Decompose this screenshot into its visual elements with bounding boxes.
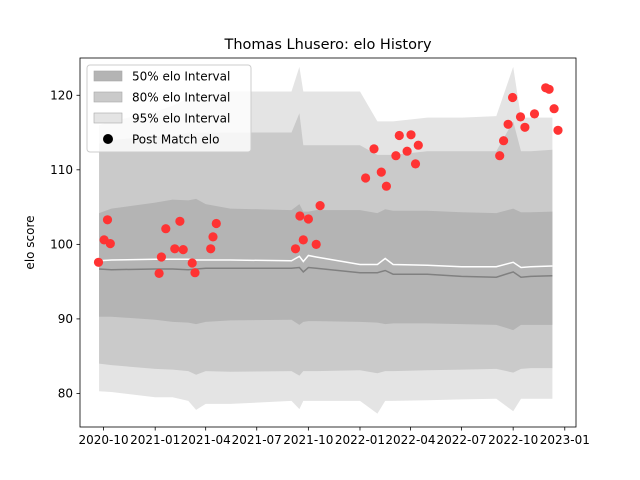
band-50-elo-interval <box>99 198 553 331</box>
post-match-point <box>376 167 386 177</box>
x-tick-label: 2021-01 <box>130 433 180 447</box>
legend: 50% elo Interval 80% elo Interval 95% elo … <box>86 64 252 153</box>
post-match-point <box>499 136 509 146</box>
axes-frame <box>79 57 577 428</box>
post-match-point <box>178 245 188 255</box>
post-match-point <box>208 232 218 242</box>
post-match-point <box>402 146 412 156</box>
x-tick-label: 2022-07 <box>436 433 486 447</box>
legend-swatch <box>93 70 123 82</box>
post-match-point <box>503 119 513 129</box>
mean-line <box>99 254 553 269</box>
median-line <box>99 266 553 278</box>
post-match-point <box>154 268 164 278</box>
post-match-point <box>369 144 379 154</box>
post-match-point <box>406 130 416 140</box>
post-match-point <box>161 224 171 234</box>
post-match-point <box>529 109 540 119</box>
legend-swatch <box>93 91 123 103</box>
y-tick-label: 80 <box>58 386 73 400</box>
legend-marker <box>103 134 113 144</box>
post-match-point <box>394 130 404 141</box>
post-match-point <box>391 151 401 161</box>
chart-title: Thomas Lhusero: elo History <box>223 37 431 53</box>
x-tick-label: 2021-10 <box>283 433 333 447</box>
x-tick-label: 2021-07 <box>232 433 282 447</box>
y-tick-label: 120 <box>50 88 73 102</box>
post-match-point <box>311 239 321 249</box>
legend-label: 80% elo Interval <box>132 91 230 105</box>
post-match-point <box>410 159 421 169</box>
post-match-point <box>170 244 180 254</box>
x-tick-label: 2022-04 <box>385 433 435 447</box>
plot-area <box>93 66 563 414</box>
post-match-point <box>93 257 104 267</box>
post-match-point <box>549 104 559 114</box>
post-match-point <box>298 235 308 245</box>
x-tick-label: 2022-10 <box>488 433 538 447</box>
post-match-point <box>102 215 113 225</box>
post-match-point <box>175 216 185 226</box>
post-match-point <box>544 84 554 94</box>
y-tick-label: 100 <box>50 237 73 251</box>
post-match-point <box>295 211 305 221</box>
legend-box <box>86 64 252 153</box>
legend-label: 95% elo Interval <box>132 112 230 126</box>
post-match-point <box>553 125 563 135</box>
post-match-point <box>206 244 216 254</box>
legend-label: Post Match elo <box>132 133 219 147</box>
post-match-point <box>190 268 200 278</box>
x-tick-label: 2022-01 <box>335 433 385 447</box>
post-match-point <box>105 239 115 249</box>
x-tick-label: 2021-04 <box>181 433 231 447</box>
y-axis-label: elo score <box>23 215 37 269</box>
post-match-point <box>520 122 530 132</box>
post-match-point <box>156 252 166 262</box>
axis-ticks: 2020-10 2021-01 2021-04 2021-07 2021-10 2022-… <box>50 88 590 447</box>
y-tick-label: 110 <box>50 163 73 177</box>
post-match-point <box>290 244 301 254</box>
x-tick-label: 2023-01 <box>540 433 590 447</box>
post-match-point <box>413 140 423 150</box>
x-tick-label: 2020-10 <box>78 433 128 447</box>
post-match-point <box>187 258 197 268</box>
post-match-point <box>495 151 505 161</box>
legend-label: 50% elo Interval <box>132 70 230 84</box>
post-match-point <box>515 112 526 122</box>
y-tick-label: 90 <box>58 312 73 326</box>
post-match-point <box>315 201 325 211</box>
post-match-point <box>303 214 313 224</box>
post-match-point <box>361 173 371 183</box>
post-match-point <box>507 92 518 103</box>
post-match-point <box>381 181 391 191</box>
legend-swatch <box>93 112 123 124</box>
post-match-point <box>211 218 221 229</box>
